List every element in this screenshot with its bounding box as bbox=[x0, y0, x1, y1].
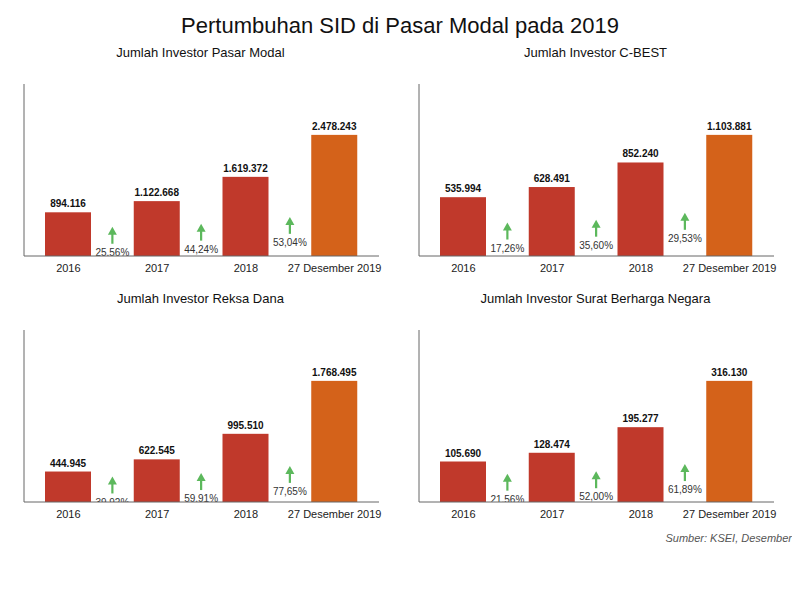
svg-text:2018: 2018 bbox=[629, 262, 653, 274]
svg-text:59,91%: 59,91% bbox=[184, 493, 218, 502]
svg-text:2016: 2016 bbox=[451, 262, 475, 274]
svg-text:1.768.495: 1.768.495 bbox=[312, 367, 357, 378]
svg-text:535.994: 535.994 bbox=[445, 183, 482, 194]
svg-text:27 Desember 2019: 27 Desember 2019 bbox=[288, 262, 382, 274]
svg-text:27 Desember 2019: 27 Desember 2019 bbox=[683, 508, 777, 520]
svg-text:53,04%: 53,04% bbox=[273, 237, 307, 248]
svg-text:2016: 2016 bbox=[451, 508, 475, 520]
svg-text:2018: 2018 bbox=[629, 508, 653, 520]
svg-text:21,56%: 21,56% bbox=[490, 494, 524, 502]
html-text:Jumlah Investor Surat Berharga: Jumlah Investor Surat Berharga Negara bbox=[480, 291, 711, 306]
svg-text:2017: 2017 bbox=[540, 262, 564, 274]
html-text:Jumlah Investor Pasar Modal: Jumlah Investor Pasar Modal bbox=[116, 45, 285, 60]
svg-text:2016: 2016 bbox=[56, 262, 80, 274]
svg-text:52,00%: 52,00% bbox=[579, 491, 613, 502]
svg-text:2018: 2018 bbox=[234, 262, 258, 274]
svg-text:316.130: 316.130 bbox=[711, 367, 748, 378]
html-text:Sumber: KSEI, Desember: Sumber: KSEI, Desember bbox=[665, 532, 792, 544]
svg-text:27 Desember 2019: 27 Desember 2019 bbox=[288, 508, 382, 520]
svg-text:1.122.668: 1.122.668 bbox=[135, 187, 180, 198]
svg-text:195.277: 195.277 bbox=[622, 413, 659, 424]
html-text:Jumlah Investor Reksa Dana: Jumlah Investor Reksa Dana bbox=[117, 291, 284, 306]
svg-text:1.103.881: 1.103.881 bbox=[707, 121, 752, 132]
svg-text:25,56%: 25,56% bbox=[95, 247, 129, 256]
svg-text:852.240: 852.240 bbox=[622, 148, 659, 159]
svg-text:128.474: 128.474 bbox=[534, 439, 571, 450]
svg-text:39,92%: 39,92% bbox=[95, 497, 129, 502]
svg-text:628.491: 628.491 bbox=[534, 173, 571, 184]
svg-text:44,24%: 44,24% bbox=[184, 244, 218, 255]
svg-text:995.510: 995.510 bbox=[227, 420, 264, 431]
svg-text:27 Desember 2019: 27 Desember 2019 bbox=[683, 262, 777, 274]
html-text:Pertumbuhan SID di Pasar Modal: Pertumbuhan SID di Pasar Modal pada 2019 bbox=[181, 13, 619, 38]
svg-text:29,53%: 29,53% bbox=[668, 233, 702, 244]
svg-text:2017: 2017 bbox=[540, 508, 564, 520]
svg-text:2017: 2017 bbox=[145, 508, 169, 520]
svg-text:622.545: 622.545 bbox=[139, 445, 176, 456]
svg-text:444.945: 444.945 bbox=[50, 458, 87, 469]
svg-text:17,26%: 17,26% bbox=[490, 243, 524, 254]
svg-text:2016: 2016 bbox=[56, 508, 80, 520]
svg-text:1.619.372: 1.619.372 bbox=[223, 163, 268, 174]
svg-text:105.690: 105.690 bbox=[445, 448, 482, 459]
svg-text:894.116: 894.116 bbox=[50, 198, 86, 209]
svg-text:61,89%: 61,89% bbox=[668, 484, 702, 495]
svg-text:2018: 2018 bbox=[234, 508, 258, 520]
svg-text:35,60%: 35,60% bbox=[579, 240, 613, 251]
html-text:Jumlah Investor C-BEST: Jumlah Investor C-BEST bbox=[524, 45, 667, 60]
svg-text:77,65%: 77,65% bbox=[273, 486, 307, 497]
svg-text:2.478.243: 2.478.243 bbox=[312, 121, 357, 132]
svg-text:2017: 2017 bbox=[145, 262, 169, 274]
